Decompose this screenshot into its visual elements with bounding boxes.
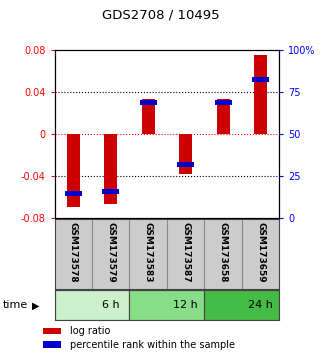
Bar xyxy=(65,191,82,196)
Bar xyxy=(140,100,157,105)
Bar xyxy=(179,133,192,173)
Bar xyxy=(177,162,194,167)
Text: 6 h: 6 h xyxy=(102,300,119,310)
Bar xyxy=(43,341,61,348)
Bar xyxy=(43,328,61,335)
Text: GSM173578: GSM173578 xyxy=(69,222,78,283)
Bar xyxy=(104,133,117,204)
Text: GSM173583: GSM173583 xyxy=(144,222,153,283)
Bar xyxy=(214,100,232,105)
Text: GDS2708 / 10495: GDS2708 / 10495 xyxy=(102,9,219,22)
Bar xyxy=(55,290,129,320)
Bar xyxy=(252,77,269,82)
Text: 12 h: 12 h xyxy=(173,300,198,310)
Text: log ratio: log ratio xyxy=(70,326,110,336)
Bar xyxy=(102,189,119,194)
Text: ▶: ▶ xyxy=(32,300,39,310)
Text: GSM173659: GSM173659 xyxy=(256,222,265,283)
Text: time: time xyxy=(3,300,29,310)
Text: percentile rank within the sample: percentile rank within the sample xyxy=(70,340,235,350)
Bar xyxy=(129,290,204,320)
Text: 24 h: 24 h xyxy=(248,300,273,310)
Bar xyxy=(254,55,267,133)
Bar xyxy=(67,133,80,207)
Bar xyxy=(217,99,230,133)
Bar xyxy=(204,290,279,320)
Bar xyxy=(142,99,155,133)
Text: GSM173658: GSM173658 xyxy=(219,222,228,283)
Text: GSM173587: GSM173587 xyxy=(181,222,190,283)
Text: GSM173579: GSM173579 xyxy=(106,222,115,283)
